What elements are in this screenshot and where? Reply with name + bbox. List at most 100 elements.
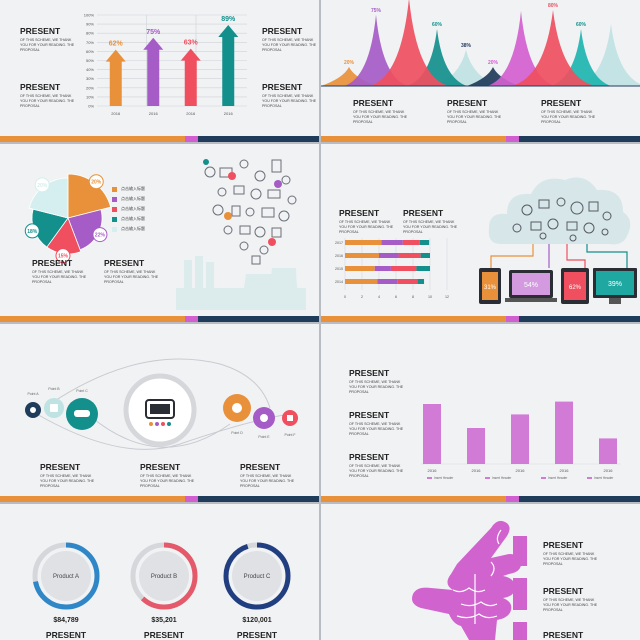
bar-segment — [345, 266, 375, 271]
ring-progress — [223, 542, 291, 610]
present-title: PRESENT — [349, 410, 390, 420]
strip-segment — [321, 316, 507, 322]
arrow-bar — [180, 48, 201, 106]
arrow-bar — [105, 49, 126, 106]
bar-segment — [397, 279, 418, 284]
present-desc: OF THIS SCHEME, WE THANK YOU FOR YOUR RE… — [20, 94, 75, 108]
present-desc: OF THIS SCHEME, WE THANK YOU FOR YOUR RE… — [447, 110, 502, 124]
data-label: 63% — [184, 40, 199, 47]
color-strip — [321, 496, 640, 502]
legend-swatch — [427, 477, 432, 479]
strip-segment — [0, 496, 186, 502]
present-desc: OF THIS SCHEME, WE THANK YOU FOR YOUR RE… — [543, 552, 598, 566]
label-bubble — [24, 223, 40, 239]
present-desc: OF THIS SCHEME, WE THANK YOU FOR YOUR RE… — [353, 110, 408, 124]
legend-item: 点击输入标题 — [112, 184, 182, 194]
present-desc: OF THIS SCHEME, WE THANK YOU FOR YOUR RE… — [262, 38, 317, 52]
strip-segment — [518, 136, 640, 142]
color-strip — [0, 316, 319, 322]
slide-7[interactable]: Product A $84,789 PRESENT Product B $35,201 P… — [0, 504, 319, 640]
point-label: Point C — [76, 389, 88, 393]
strip-segment — [321, 496, 507, 502]
x-tick-label: 2016 — [186, 111, 196, 116]
y-tick-label: 0% — [88, 104, 94, 109]
bar-segment — [345, 279, 378, 284]
slide-1[interactable]: PRESENT OF THIS SCHEME, WE THANK YOU FOR… — [0, 0, 319, 142]
present-title: PRESENT — [349, 452, 390, 462]
present-desc: OF THIS SCHEME, WE THANK YOU FOR YOUR RE… — [541, 110, 596, 124]
slide-5[interactable]: Point A Point B Point C Point D Point E … — [0, 324, 319, 502]
bar-segment — [374, 266, 391, 271]
color-strip — [0, 136, 319, 142]
area-peak — [344, 14, 408, 86]
color-strip — [321, 316, 640, 322]
x-tick-label: 0 — [344, 295, 346, 299]
legend-swatch — [112, 226, 117, 232]
product-price: $120,001 — [242, 617, 271, 624]
slide-2[interactable]: 38% 60% 20% 20% 75% 60% 80% PRESENT OF THIS SC… — [321, 0, 640, 142]
data-label: 15% — [58, 254, 69, 260]
x-tick-label: 10 — [428, 295, 432, 299]
device-label: 31% — [484, 285, 497, 291]
ring-center — [41, 551, 91, 601]
legend-label: 点击输入标题 — [121, 196, 145, 201]
peak-area-chart: 38% 60% 20% 20% 75% 60% 80% — [321, 0, 640, 87]
data-label: 38% — [461, 43, 472, 49]
legend-swatch — [112, 186, 117, 192]
x-tick-label: 4 — [378, 295, 380, 299]
present-title: PRESENT — [262, 26, 303, 36]
present-desc: OF THIS SCHEME, WE THANK YOU FOR YOUR RE… — [40, 474, 95, 488]
arrow-bar — [143, 37, 164, 106]
slide-3[interactable]: 20% 22% 15% 18% 20% 点击输入标题 点击输入标题 点击输入标题 点击输入标题… — [0, 144, 319, 322]
data-label: 20% — [488, 60, 499, 66]
legend-swatch — [587, 477, 592, 479]
legend-swatch — [541, 477, 546, 479]
x-tick-label: 2016 — [428, 468, 438, 473]
label-bubble — [92, 227, 108, 243]
x-tick-label: 2016 — [560, 468, 570, 473]
label-bubble — [55, 248, 71, 264]
bullet-bar — [513, 536, 527, 566]
slide-4[interactable]: PRESENT OF THIS SCHEME, WE THANK YOU FOR… — [321, 144, 640, 322]
strip-segment — [0, 316, 186, 322]
present-title: PRESENT — [339, 208, 380, 218]
cloud-devices-illustration: 31% 54% 62% 39% — [479, 177, 637, 304]
legend-item: 点击输入标题 — [112, 224, 182, 234]
bullet-bar — [513, 622, 527, 640]
pie-legend: 点击输入标题 点击输入标题 点击输入标题 点击输入标题 点击输入标题 — [112, 184, 182, 234]
legend-label: Insert Header — [492, 476, 512, 480]
strip-segment — [197, 316, 319, 322]
present-title: PRESENT — [104, 258, 145, 268]
y-tick-label: 2017 — [335, 241, 343, 245]
legend-label: Insert Header — [434, 476, 454, 480]
bar-segment — [417, 279, 425, 284]
y-tick-label: 2016 — [335, 254, 343, 258]
product-price: $84,789 — [53, 617, 78, 624]
slide-8[interactable]: PRESENT OF THIS SCHEME, WE THANK YOU FOR… — [321, 504, 640, 640]
present-desc: OF THIS SCHEME, WE THANK YOU FOR YOUR RE… — [140, 474, 195, 488]
bar-segment — [381, 240, 403, 245]
present-desc: OF THIS SCHEME, WE THANK YOU FOR YOUR RE… — [32, 270, 87, 284]
present-title: PRESENT — [20, 82, 61, 92]
data-label: 62% — [109, 41, 124, 48]
strip-segment — [321, 136, 507, 142]
bar-segment — [379, 253, 399, 258]
strip-segment — [185, 136, 198, 142]
legend-item: 点击输入标题 — [112, 214, 182, 224]
y-tick-label: 100% — [84, 13, 95, 18]
area-peak — [511, 10, 595, 86]
present-title: PRESENT — [32, 258, 73, 268]
data-label: 22% — [95, 233, 106, 239]
bar-segment — [390, 266, 417, 271]
product-price: $35,201 — [151, 617, 176, 624]
area-peak — [487, 11, 555, 86]
present-title: PRESENT — [237, 630, 278, 640]
product-name: Product A — [53, 574, 79, 580]
legend-label: Insert Header — [594, 476, 614, 480]
present-title: PRESENT — [240, 462, 281, 472]
present-title: PRESENT — [140, 462, 181, 472]
column-bar — [423, 404, 441, 464]
slide-6[interactable]: PRESENT OF THIS SCHEME, WE THANK YOU FOR… — [321, 324, 640, 502]
y-tick-label: 20% — [86, 85, 94, 90]
